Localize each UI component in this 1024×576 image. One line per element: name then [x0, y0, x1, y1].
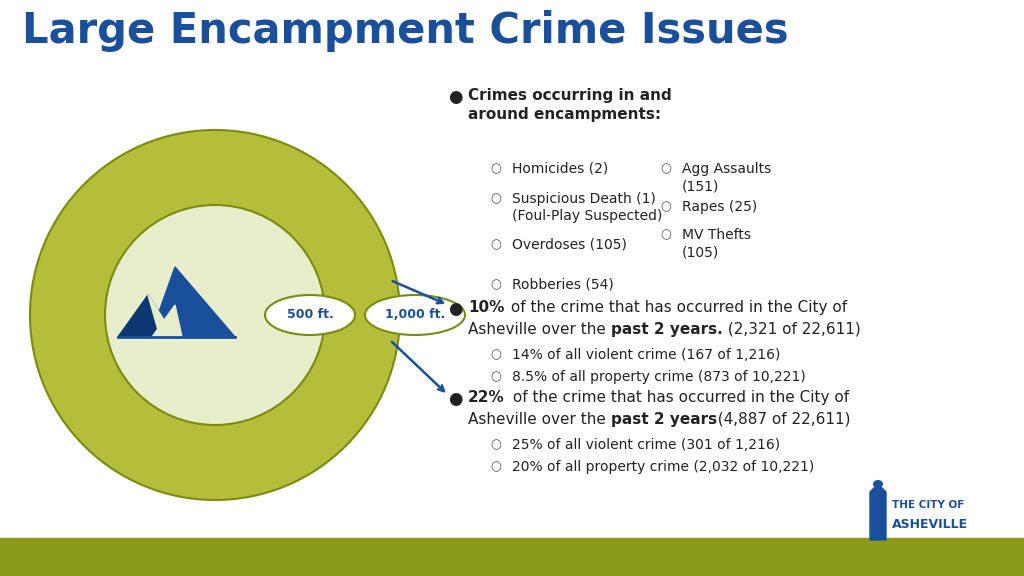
- Text: Agg Assaults
(151): Agg Assaults (151): [682, 162, 771, 194]
- Ellipse shape: [873, 480, 883, 488]
- Polygon shape: [870, 484, 886, 540]
- Text: ○: ○: [490, 162, 501, 175]
- Circle shape: [30, 130, 400, 500]
- Text: ●: ●: [449, 390, 463, 408]
- Text: ○: ○: [490, 460, 501, 473]
- Text: . (4,887 of 22,611): . (4,887 of 22,611): [708, 412, 851, 427]
- Ellipse shape: [265, 295, 355, 335]
- Text: Asheville over the: Asheville over the: [468, 322, 610, 337]
- Text: ○: ○: [490, 192, 501, 205]
- Polygon shape: [148, 295, 175, 337]
- Text: past 2 years: past 2 years: [611, 412, 717, 427]
- Text: ●: ●: [449, 300, 463, 318]
- Text: of the crime that has occurred in the City of: of the crime that has occurred in the Ci…: [506, 300, 847, 315]
- Text: ○: ○: [660, 162, 671, 175]
- Text: ○: ○: [490, 278, 501, 291]
- Text: ASHEVILLE: ASHEVILLE: [892, 518, 968, 531]
- Text: Rapes (25): Rapes (25): [682, 200, 758, 214]
- Text: 20% of all property crime (2,032 of 10,221): 20% of all property crime (2,032 of 10,2…: [512, 460, 814, 474]
- Text: (2,321 of 22,611): (2,321 of 22,611): [723, 322, 861, 337]
- Text: ○: ○: [490, 348, 501, 361]
- Polygon shape: [118, 295, 175, 337]
- Bar: [0, 538, 1024, 576]
- Text: Crimes occurring in and
around encampments:: Crimes occurring in and around encampmen…: [468, 88, 672, 122]
- Text: Large Encampment Crime Issues: Large Encampment Crime Issues: [22, 10, 788, 52]
- Text: 500 ft.: 500 ft.: [287, 309, 334, 321]
- Polygon shape: [150, 267, 234, 337]
- Text: 8.5% of all property crime (873 of 10,221): 8.5% of all property crime (873 of 10,22…: [512, 370, 806, 384]
- Text: 1,000 ft.: 1,000 ft.: [385, 309, 445, 321]
- Text: 10%: 10%: [468, 300, 505, 315]
- Text: THE CITY OF: THE CITY OF: [892, 500, 965, 510]
- Ellipse shape: [365, 295, 465, 335]
- Polygon shape: [152, 305, 182, 337]
- Text: of the crime that has occurred in the City of: of the crime that has occurred in the Ci…: [508, 390, 849, 405]
- Text: 14% of all violent crime (167 of 1,216): 14% of all violent crime (167 of 1,216): [512, 348, 780, 362]
- Text: MV Thefts
(105): MV Thefts (105): [682, 228, 751, 259]
- Text: Homicides (2): Homicides (2): [512, 162, 608, 176]
- Text: 25% of all violent crime (301 of 1,216): 25% of all violent crime (301 of 1,216): [512, 438, 780, 452]
- Text: ○: ○: [490, 238, 501, 251]
- Text: Robberies (54): Robberies (54): [512, 278, 613, 292]
- Text: Suspicious Death (1)
(Foul-Play Suspected): Suspicious Death (1) (Foul-Play Suspecte…: [512, 192, 663, 223]
- Text: Asheville over the: Asheville over the: [468, 412, 610, 427]
- Text: past 2 years.: past 2 years.: [611, 322, 723, 337]
- Text: ○: ○: [490, 438, 501, 451]
- Text: ●: ●: [449, 88, 463, 106]
- Text: ○: ○: [660, 200, 671, 213]
- Text: 22%: 22%: [468, 390, 505, 405]
- Circle shape: [105, 205, 325, 425]
- Text: ○: ○: [660, 228, 671, 241]
- Text: ○: ○: [490, 370, 501, 383]
- Text: Overdoses (105): Overdoses (105): [512, 238, 627, 252]
